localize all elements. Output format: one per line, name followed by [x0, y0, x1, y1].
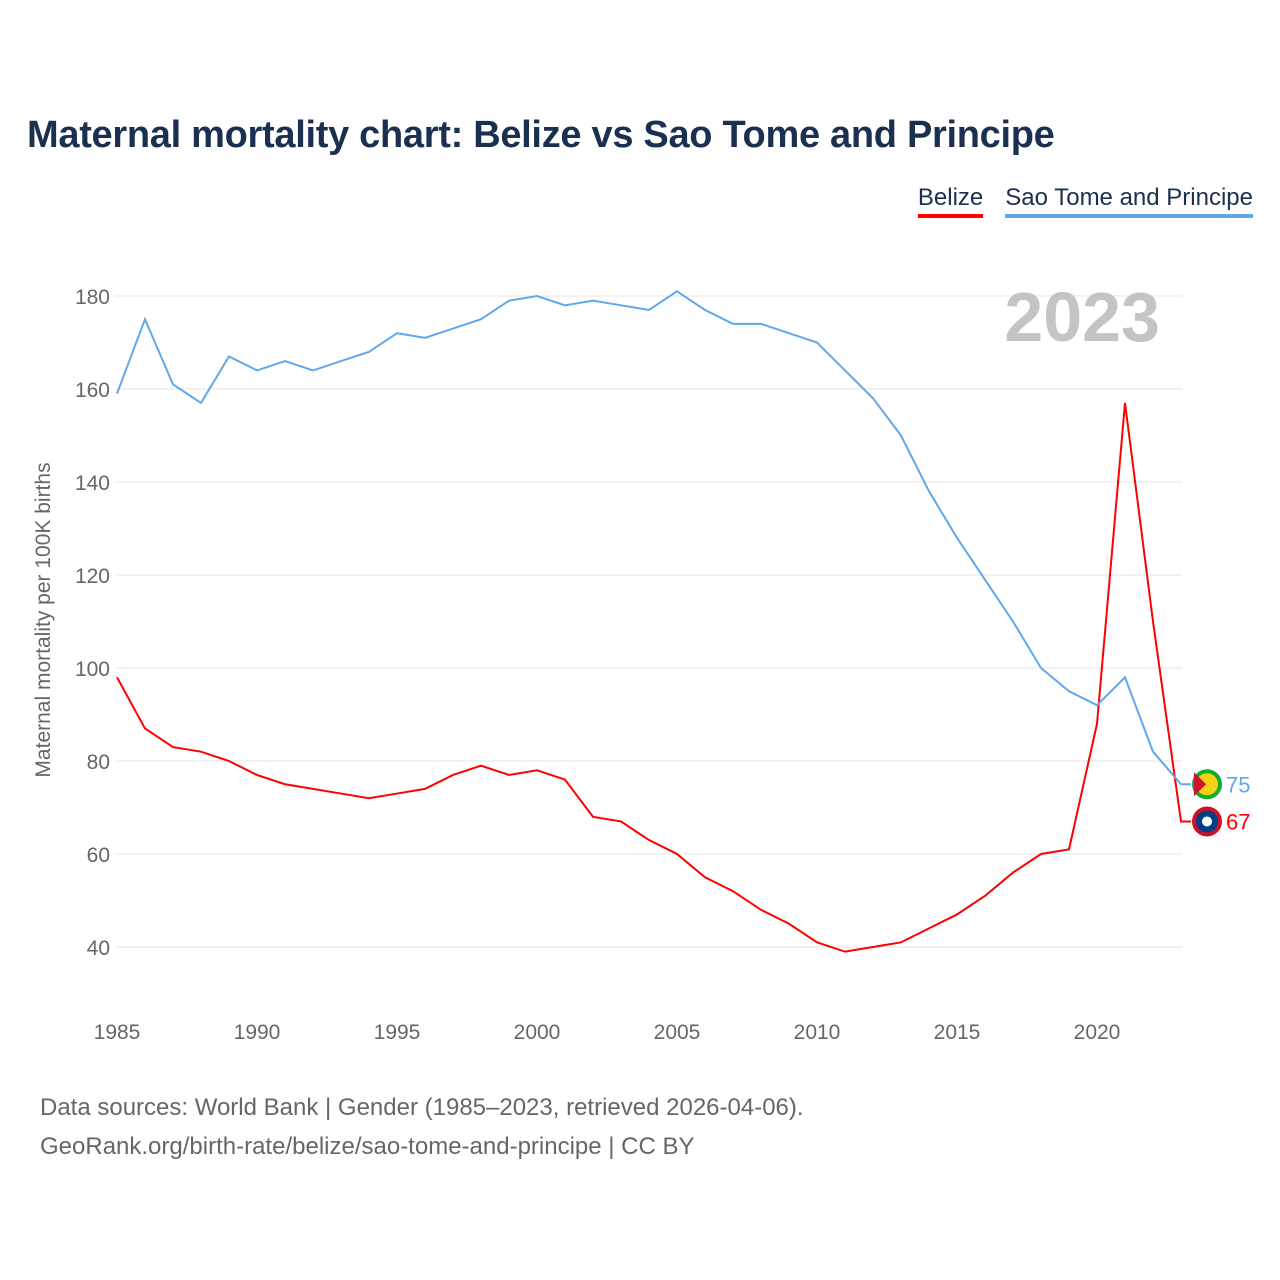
source-line-2[interactable]: GeoRank.org/birth-rate/belize/sao-tome-a…: [40, 1133, 695, 1160]
series-line-sao-tome: [116, 290, 1191, 786]
end-value-label: 75: [1226, 772, 1250, 797]
legend: Belize Sao Tome and Principe: [917, 184, 1253, 218]
x-tick-label: 2000: [514, 1021, 561, 1044]
y-tick-label: 160: [75, 379, 110, 402]
y-tick-label: 60: [87, 844, 110, 867]
x-tick-label: 2020: [1074, 1021, 1121, 1044]
source-note: Data sources: World Bank | Gender (1985–…: [40, 1088, 1240, 1166]
flag-emblem: [1202, 816, 1212, 827]
chart-title: Maternal mortality chart: Belize vs Sao …: [27, 114, 1055, 156]
legend-sao-tome[interactable]: Sao Tome and Principe: [1005, 184, 1253, 218]
y-tick-label: 180: [75, 286, 110, 309]
y-tick-label: 80: [87, 751, 110, 774]
legend-belize[interactable]: Belize: [917, 184, 984, 218]
x-tick-label: 2005: [654, 1021, 701, 1044]
year-watermark: 2023: [1004, 278, 1160, 356]
y-tick-label: 120: [75, 565, 110, 588]
flag-triangle: [1194, 772, 1206, 797]
x-tick-label: 2015: [934, 1021, 981, 1044]
x-tick-label: 1985: [94, 1021, 141, 1044]
source-line-1: Data sources: World Bank | Gender (1985–…: [40, 1094, 804, 1121]
x-tick-label: 1990: [234, 1021, 281, 1044]
y-axis-label: Maternal mortality per 100K births: [32, 462, 55, 777]
series-line-belize: [116, 402, 1191, 953]
y-tick-label: 40: [87, 937, 110, 960]
end-value-label: 67: [1226, 809, 1250, 834]
y-tick-label: 140: [75, 472, 110, 495]
x-tick-label: 1995: [374, 1021, 421, 1044]
y-tick-label: 100: [75, 658, 110, 681]
x-tick-label: 2010: [794, 1021, 841, 1044]
